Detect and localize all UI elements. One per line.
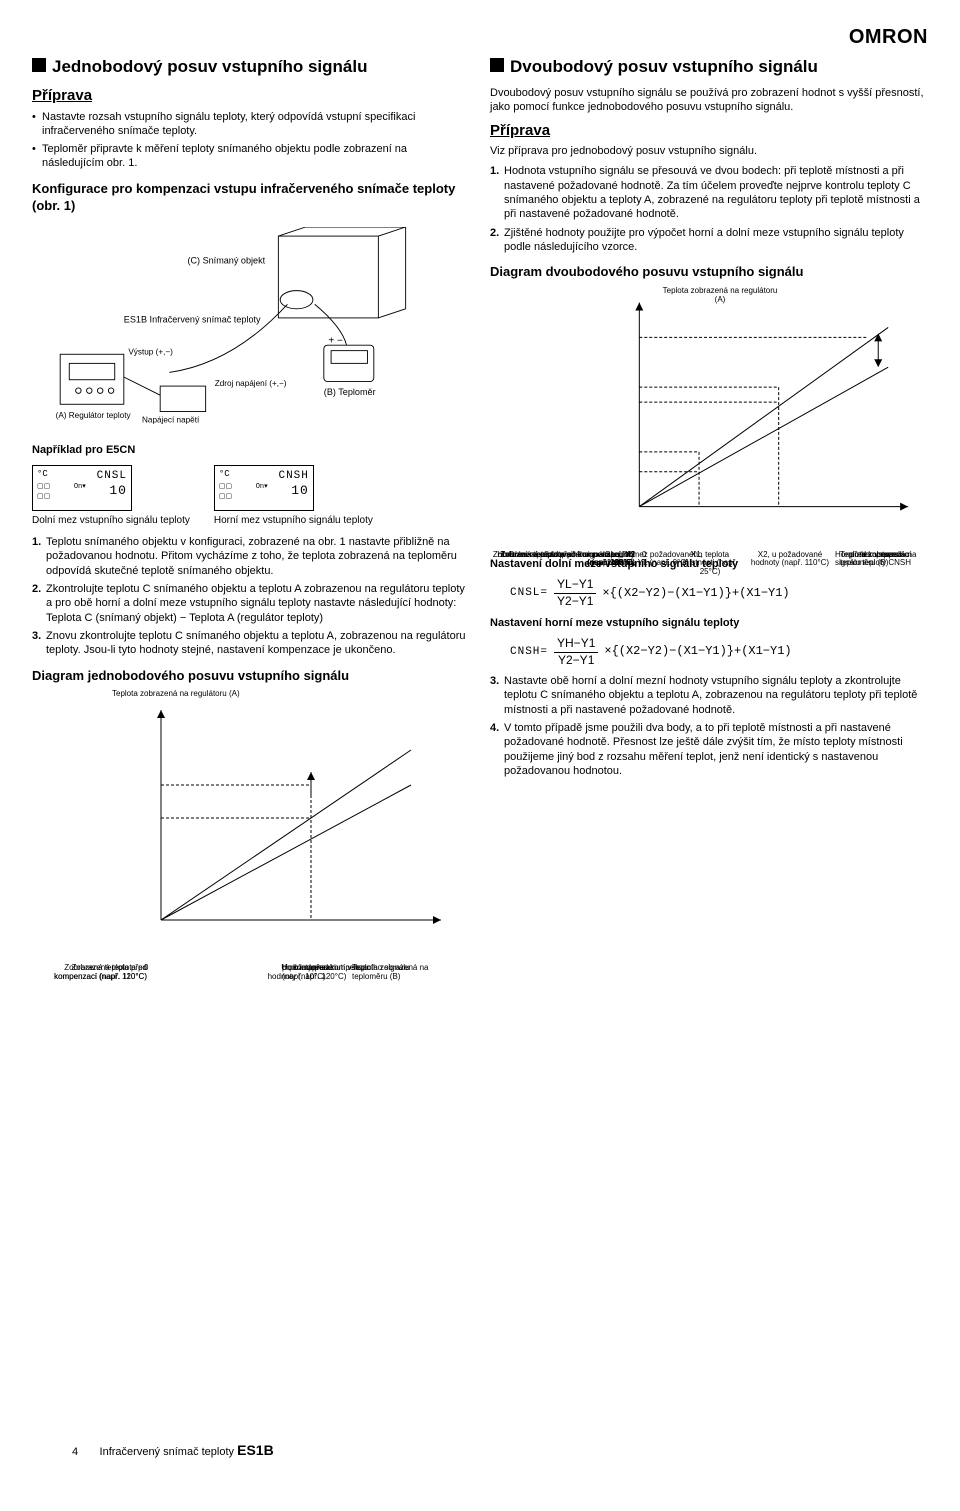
- svg-text:(C) Snímaný objekt: (C) Snímaný objekt: [187, 255, 265, 265]
- right-prep-line: Viz příprava pro jednobodový posuv vstup…: [490, 144, 928, 158]
- left-heading: Jednobodový posuv vstupního signálu: [32, 56, 470, 78]
- wiring-figure: (C) Snímaný objekt ES1B Infračervený sní…: [32, 227, 470, 431]
- left-config-heading: Konfigurace pro kompenzaci vstupu infrač…: [32, 181, 470, 215]
- right-steps-b: 3.Nastavte obě horní a dolní mezní hodno…: [490, 674, 928, 778]
- formula-high: CNSH= YH−Y1Y2−Y1 ×{(X2−Y2)−(X1−Y1)}+(X1−…: [510, 636, 928, 668]
- list-item: Teploměr připravte k měření teploty sním…: [32, 142, 470, 171]
- list-item: 3.Nastavte obě horní a dolní mezní hodno…: [490, 674, 928, 717]
- svg-text:ES1B Infračervený snímač teplo: ES1B Infračervený snímač teploty: [124, 314, 261, 324]
- left-steps: 1.Teplotu snímaného objektu v konfigurac…: [32, 535, 470, 657]
- list-item: 2.Zjištěné hodnoty použijte pro výpočet …: [490, 226, 928, 255]
- list-item: 2.Zkontrolujte teplotu C snímaného objek…: [32, 582, 470, 625]
- display-pair: °CCNSL ▢▢▢▢On▾10 Dolní mez vstupního sig…: [32, 465, 470, 527]
- right-intro: Dvoubodový posuv vstupního signálu se po…: [490, 86, 928, 115]
- list-item: 3.Znovu zkontrolujte teplotu C snímaného…: [32, 629, 470, 658]
- svg-text:(B) Teploměr: (B) Teploměr: [324, 387, 376, 397]
- list-item: 4.V tomto případě jsme použili dva body,…: [490, 721, 928, 778]
- svg-text:Zdroj napájení (+,−): Zdroj napájení (+,−): [215, 379, 287, 388]
- left-prep-heading: Příprava: [32, 86, 470, 106]
- brand-logo: OMRON: [849, 24, 928, 50]
- display-high: °CCNSH ▢▢▢▢On▾10: [214, 465, 314, 511]
- formula-high-heading: Nastavení horní meze vstupního signálu t…: [490, 616, 928, 630]
- left-prep-list: Nastavte rozsah vstupního signálu teplot…: [32, 110, 470, 171]
- list-item: 1.Teplotu snímaného objektu v konfigurac…: [32, 535, 470, 578]
- two-point-chart: Teplota zobrazená na regulátoru (A) po k…: [490, 287, 928, 547]
- svg-text:(A) Regulátor teploty: (A) Regulátor teploty: [56, 410, 132, 419]
- left-diagram-heading: Diagram jednobodového posuvu vstupního s…: [32, 668, 470, 685]
- display-high-label: Horní mez vstupního signálu teploty: [214, 514, 373, 527]
- right-diagram-heading: Diagram dvoubodového posuvu vstupního si…: [490, 264, 928, 281]
- square-bullet-icon: [32, 58, 46, 72]
- page-footer: 4 Infračervený snímač teploty ES1B: [72, 1441, 274, 1459]
- list-item: Nastavte rozsah vstupního signálu teplot…: [32, 110, 470, 139]
- svg-text:Napájecí napětí: Napájecí napětí: [142, 415, 200, 424]
- svg-text:+ −: + −: [328, 335, 343, 346]
- display-low-label: Dolní mez vstupního signálu teploty: [32, 514, 190, 527]
- right-steps-a: 1.Hodnota vstupního signálu se přesouvá …: [490, 164, 928, 254]
- square-bullet-icon: [490, 58, 504, 72]
- formula-low: CNSL= YL−Y1Y2−Y1 ×{(X2−Y2)−(X1−Y1)}+(X1−…: [510, 577, 928, 609]
- right-heading: Dvoubodový posuv vstupního signálu: [490, 56, 928, 78]
- example-heading: Například pro E5CN: [32, 443, 470, 457]
- display-low: °CCNSL ▢▢▢▢On▾10: [32, 465, 132, 511]
- single-point-chart: Teplota zobrazená na regulátoru (A) po k…: [32, 690, 470, 960]
- svg-text:Výstup (+,−): Výstup (+,−): [128, 347, 173, 356]
- list-item: 1.Hodnota vstupního signálu se přesouvá …: [490, 164, 928, 221]
- right-prep-heading: Příprava: [490, 121, 928, 141]
